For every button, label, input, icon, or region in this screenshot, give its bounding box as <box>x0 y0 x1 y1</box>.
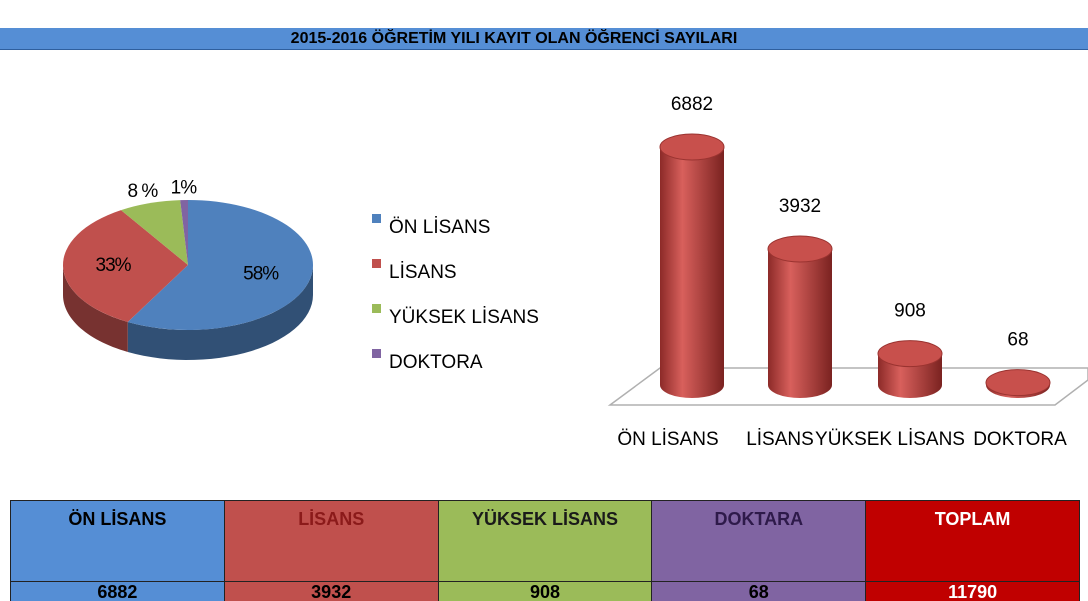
bar <box>768 249 832 398</box>
slice-label: 58% <box>243 264 279 285</box>
table-cell: DOKTARA <box>651 500 867 582</box>
value-label: 6882 <box>671 94 713 115</box>
value-row: 6882 3932 908 68 11790 <box>10 581 1080 601</box>
table-cell: TOPLAM <box>865 500 1080 582</box>
slice-label: 8 % <box>128 181 159 202</box>
value-label: 3932 <box>779 196 821 217</box>
value-label: 908 <box>894 301 926 322</box>
slice <box>127 200 313 330</box>
legend-swatch <box>372 349 381 358</box>
x-tick-label: ÖN LİSANS <box>617 429 718 450</box>
legend-label: DOKTORA <box>389 352 483 373</box>
table-cell: 6882 <box>10 581 225 601</box>
table-cell: 11790 <box>865 581 1080 601</box>
header-row: ÖN LİSANS LİSANS YÜKSEK LİSANS DOKTARA TOPLA… <box>10 500 1080 582</box>
x-tick-label: LİSANS <box>746 429 814 450</box>
x-tick-label: YÜKSEK LİSANS <box>815 429 965 450</box>
legend-swatch <box>372 304 381 313</box>
slice <box>180 200 188 265</box>
slice <box>62 210 188 322</box>
legend-swatch <box>372 259 381 268</box>
table-cell: 68 <box>651 581 867 601</box>
slice-label: 1% <box>171 177 198 198</box>
bar-top <box>659 133 725 161</box>
legend-label: ÖN LİSANS <box>389 217 490 238</box>
bar-top <box>767 235 833 263</box>
x-tick-label: DOKTORA <box>973 429 1067 450</box>
table-cell: 3932 <box>223 581 439 601</box>
floor <box>607 367 1088 406</box>
bar <box>660 147 724 398</box>
bar-top <box>877 340 943 368</box>
slice-side <box>63 265 128 352</box>
legend-label: LİSANS <box>389 262 457 283</box>
legend-label: YÜKSEK LİSANS <box>389 307 539 328</box>
slice <box>121 200 188 265</box>
slice-label: 33% <box>96 255 132 276</box>
bar-top <box>985 369 1051 397</box>
table-cell: 908 <box>437 581 653 601</box>
slice-side <box>127 265 313 360</box>
table-cell: ÖN LİSANS <box>10 500 225 582</box>
title: 2015-2016 ÖĞRETİM YILI KAYIT OLAN ÖĞRENC… <box>290 30 738 47</box>
legend-swatch <box>372 214 381 223</box>
title-bar: 2015-2016 ÖĞRETİM YILI KAYIT OLAN ÖĞRENC… <box>0 28 1088 50</box>
value-label: 68 <box>1007 330 1028 351</box>
table-cell: LİSANS <box>223 500 439 582</box>
summary-table: ÖN LİSANS LİSANS YÜKSEK LİSANS DOKTARA TOPLA… <box>10 500 1080 601</box>
table-cell: YÜKSEK LİSANS <box>437 500 653 582</box>
